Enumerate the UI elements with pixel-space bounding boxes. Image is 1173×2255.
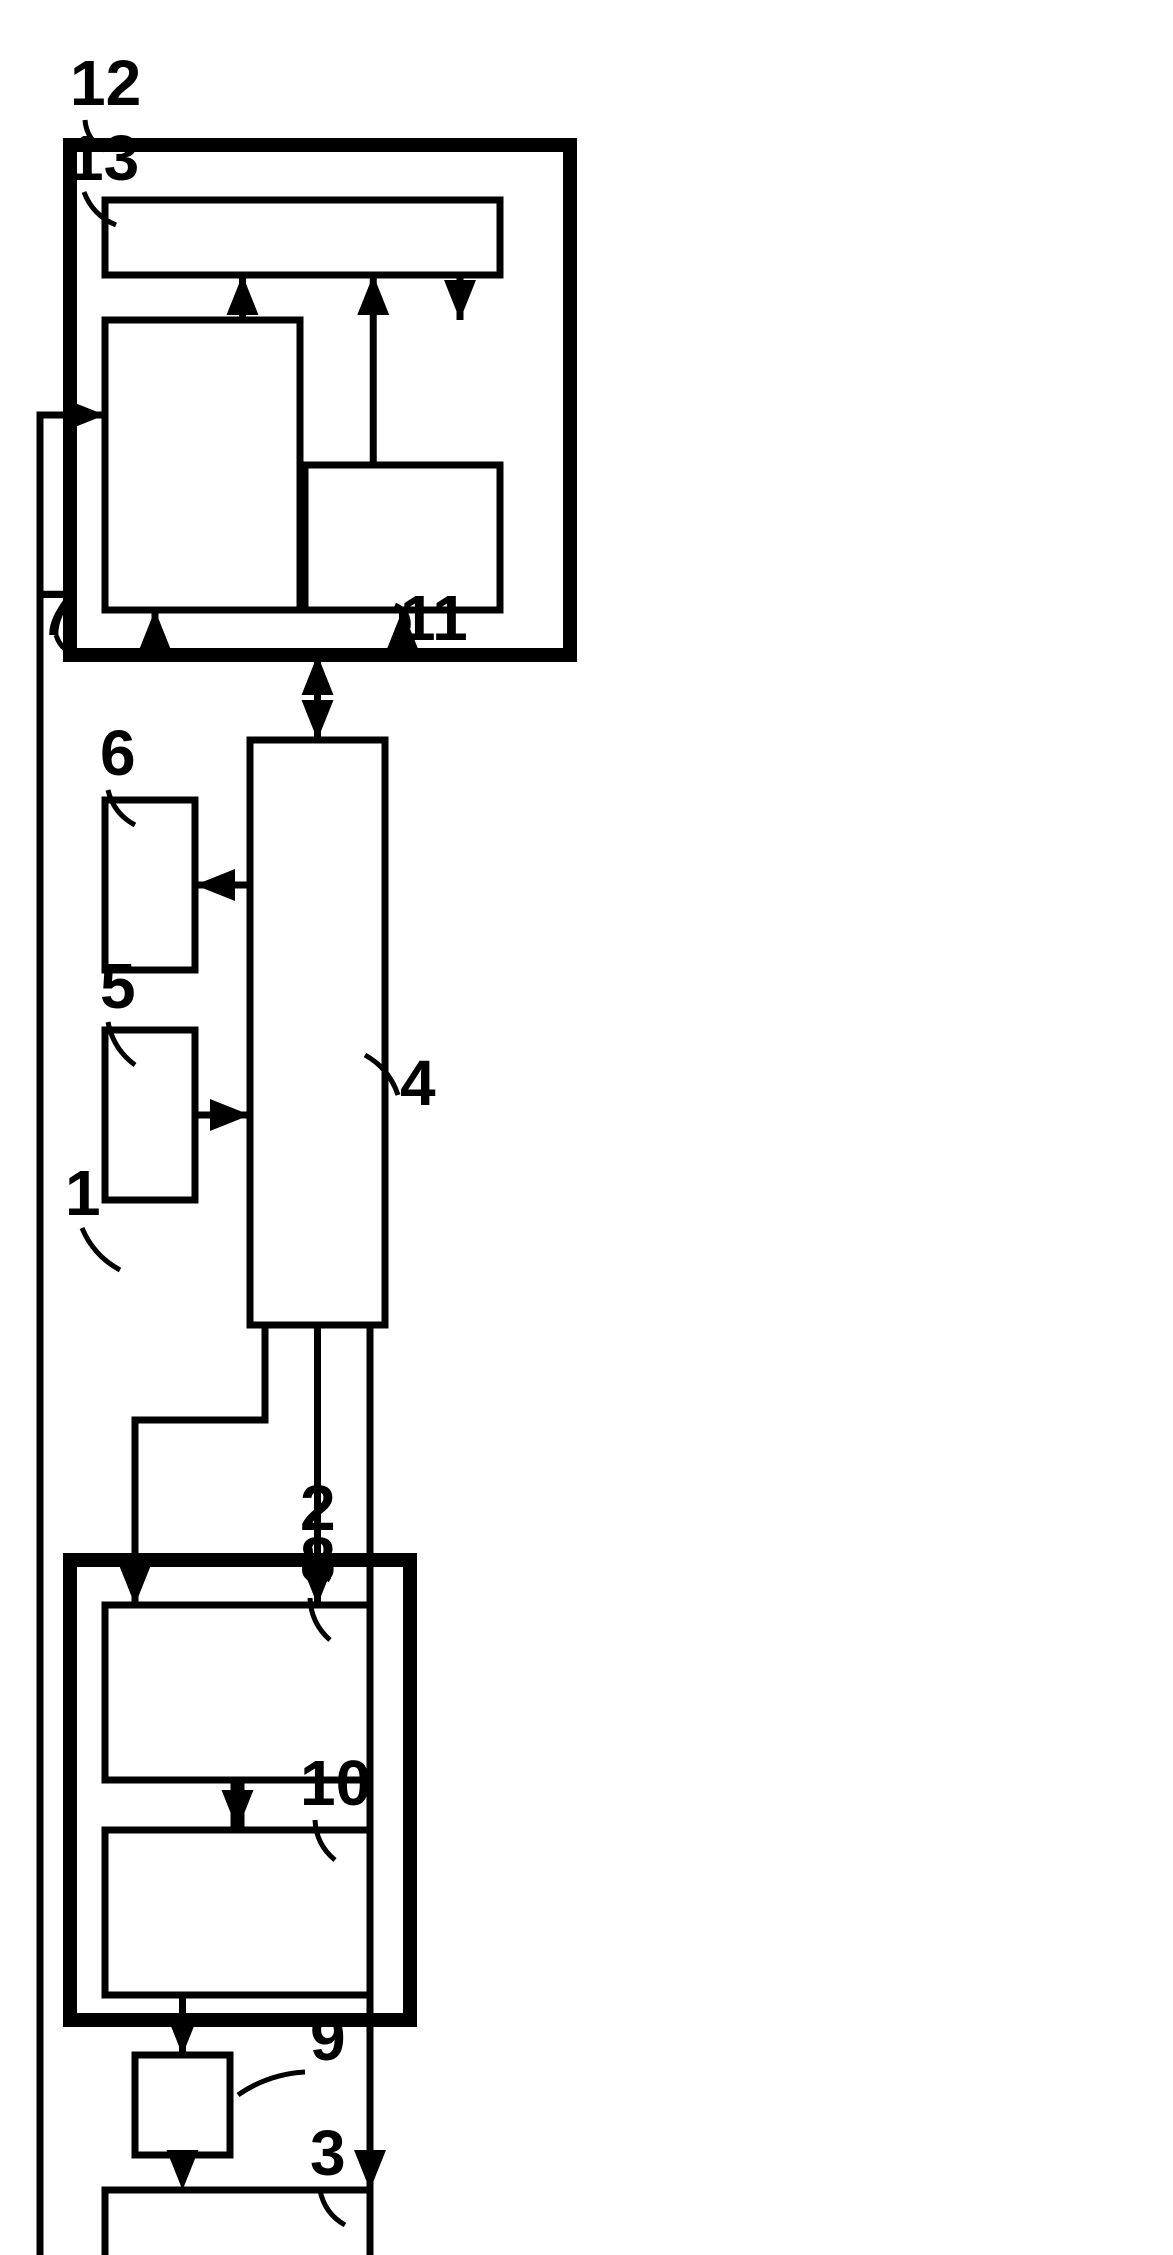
label-1: 1 xyxy=(65,1157,101,1229)
label-11: 11 xyxy=(400,582,468,654)
label-8: 8 xyxy=(300,1524,336,1596)
label-6: 6 xyxy=(100,717,136,789)
label-3: 3 xyxy=(310,2117,346,2189)
label-4: 4 xyxy=(400,1047,436,1119)
label-9: 9 xyxy=(310,2002,346,2074)
label-13: 13 xyxy=(68,122,139,194)
block-diagram: 28109356471311121 xyxy=(0,0,1173,2255)
label-12: 12 xyxy=(70,47,141,119)
label-7: 7 xyxy=(40,577,76,649)
label-10: 10 xyxy=(300,1747,371,1819)
label-5: 5 xyxy=(100,950,136,1022)
